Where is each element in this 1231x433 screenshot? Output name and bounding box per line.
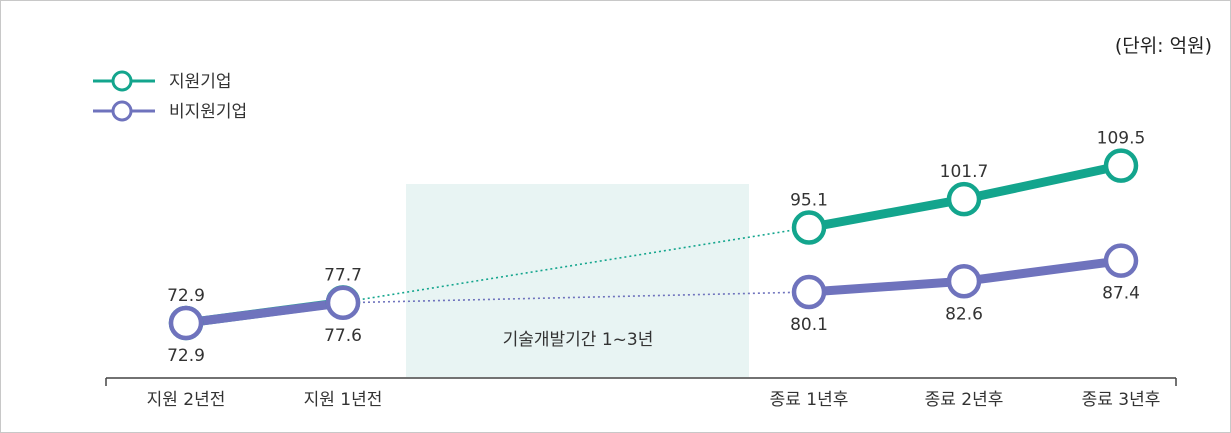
unit-label: (단위: 억원) (1114, 35, 1212, 57)
series-0-point-4 (1103, 148, 1139, 183)
legend-label-non-support: 비지원기업 (169, 102, 247, 122)
series-0-segment-development (342, 226, 810, 304)
legend-swatch-marker-non-support (111, 100, 133, 122)
value-label-non-support-1: 77.6 (324, 326, 362, 346)
series-1-point-4 (1103, 243, 1139, 278)
x-tick-label-2: 종료 1년후 (770, 390, 849, 410)
series-1-point-1 (325, 285, 361, 321)
value-labels: 72.9 77.7 95.1 101.7 109.5 72.9 77.6 80.1 82.6 87… (167, 129, 1145, 366)
series-1-point-2 (791, 274, 827, 310)
value-label-support-3: 101.7 (940, 162, 989, 182)
x-tick-label-1: 지원 1년전 (304, 390, 383, 410)
value-label-support-4: 109.5 (1097, 129, 1146, 149)
value-label-support-2: 95.1 (790, 191, 828, 211)
legend-label-support: 지원기업 (169, 72, 232, 92)
x-tick-label-3: 종료 2년후 (925, 390, 1004, 410)
x-tick-label-0: 지원 2년전 (147, 390, 226, 410)
legend-item-non-support: 비지원기업 (93, 100, 247, 122)
x-tick-label-4: 종료 3년후 (1082, 390, 1161, 410)
value-label-non-support-3: 82.6 (945, 304, 983, 324)
development-period-label: 기술개발기간 1~3년 (503, 330, 654, 350)
value-label-non-support-4: 87.4 (1102, 284, 1140, 304)
series-1-segment-before (181, 298, 348, 328)
development-period-band (406, 184, 749, 377)
series-0-point-2 (791, 210, 827, 245)
series-0-point-3 (946, 181, 982, 217)
value-label-non-support-2: 80.1 (790, 315, 828, 335)
value-label-support-1: 77.7 (324, 265, 362, 285)
legend-item-support: 지원기업 (93, 70, 232, 92)
series-1-point-3 (946, 264, 982, 299)
legend: 지원기업 비지원기업 (93, 70, 247, 122)
x-tick-labels: 지원 2년전 지원 1년전 종료 1년후 종료 2년후 종료 3년후 (147, 390, 1161, 410)
series-markers (168, 148, 1139, 341)
legend-swatch-marker-support (111, 70, 133, 92)
series-1-point-0 (168, 305, 204, 341)
value-label-support-0: 72.9 (167, 286, 205, 306)
value-label-non-support-0: 72.9 (167, 346, 205, 366)
